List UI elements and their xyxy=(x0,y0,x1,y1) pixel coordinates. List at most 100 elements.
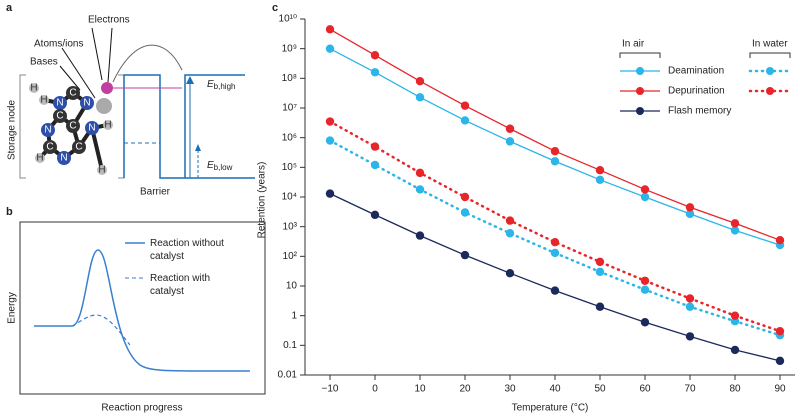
data-point xyxy=(640,192,650,202)
x-tick-label: 30 xyxy=(504,384,516,395)
data-point xyxy=(415,93,425,102)
data-point xyxy=(550,248,560,258)
legend-marker xyxy=(766,87,774,95)
arrowhead xyxy=(186,76,194,84)
y-tick-label: 10² xyxy=(283,251,298,262)
panel-b: b Energy Reaction progress Reaction with… xyxy=(6,206,266,414)
legend-label: Reaction without catalyst xyxy=(150,238,224,262)
hop-arrow xyxy=(112,44,183,83)
data-point xyxy=(640,276,650,285)
data-point xyxy=(460,208,470,217)
y-tick-label: 0.01 xyxy=(278,370,298,381)
atom-label: C xyxy=(56,111,63,122)
atom xyxy=(39,95,49,105)
data-point xyxy=(550,237,560,247)
y-tick-label: 10⁵ xyxy=(282,162,297,173)
data-point xyxy=(550,146,560,156)
atom-label: H xyxy=(40,95,47,106)
legend-marker xyxy=(636,107,644,115)
x-tick-label: 0 xyxy=(372,384,378,395)
data-point xyxy=(460,101,470,110)
arrowhead xyxy=(195,144,201,151)
data-point xyxy=(640,285,650,294)
atom-label: N xyxy=(83,98,90,109)
y-tick-label: 0.1 xyxy=(283,340,297,351)
panel-c: c Temperature (°C) Retention (years) 0.0… xyxy=(257,2,795,414)
atom xyxy=(80,96,94,110)
data-point xyxy=(775,235,785,245)
data-point xyxy=(370,68,380,77)
legend-bracket xyxy=(619,52,661,58)
data-point xyxy=(730,311,740,320)
data-point xyxy=(640,318,650,327)
data-point xyxy=(505,124,515,133)
atom-label: C xyxy=(46,142,53,153)
atom xyxy=(41,123,55,137)
line: catalyst xyxy=(150,286,184,297)
legend-bracket xyxy=(749,52,791,58)
legend-marker xyxy=(636,67,644,75)
legend-marker xyxy=(766,67,774,75)
label-barrier: Barrier xyxy=(140,187,171,198)
x-tick-label: 50 xyxy=(594,384,606,395)
x-tick-label: 10 xyxy=(414,384,426,395)
y-tick-label: 10⁶ xyxy=(282,132,297,143)
line: Reaction without xyxy=(150,238,224,249)
data-point xyxy=(370,210,380,220)
data-point xyxy=(685,302,695,311)
panel-letter: b xyxy=(6,206,13,218)
x-tick-label: 80 xyxy=(729,384,741,395)
y-tick-label: 10⁸ xyxy=(282,73,297,84)
legend-label: Depurination xyxy=(668,86,725,97)
line: catalyst xyxy=(150,251,184,262)
atom-label: C xyxy=(75,142,82,153)
legend-label: Reaction with catalyst xyxy=(150,273,210,297)
data-point xyxy=(730,345,740,355)
data-point xyxy=(460,116,470,125)
y-tick-label: 10⁷ xyxy=(282,103,297,114)
data-point xyxy=(685,203,695,212)
data-point xyxy=(775,326,785,336)
y-tick-label: 10⁹ xyxy=(282,43,297,54)
x-tick-label: 70 xyxy=(684,384,696,395)
data-point xyxy=(415,168,425,178)
y-tick-label: 10¹⁰ xyxy=(279,14,297,25)
x-tick-label: 20 xyxy=(459,384,471,395)
y-tick-label: 10⁴ xyxy=(282,192,297,203)
atom-label: N xyxy=(44,125,51,136)
panel-a: a Electrons Atoms/ions Bases Storage nod… xyxy=(6,2,255,198)
line: Reaction with xyxy=(150,273,210,284)
data-point xyxy=(685,332,695,341)
data-point xyxy=(505,269,515,278)
atom-label: C xyxy=(69,88,76,99)
legend-group: In water xyxy=(752,39,788,50)
symbol: E xyxy=(207,160,214,171)
atom xyxy=(35,153,45,163)
subscript: b,low xyxy=(214,163,233,172)
x-tick-label: −10 xyxy=(322,384,339,395)
y-axis-label: Retention (years) xyxy=(257,162,268,239)
symbol: E xyxy=(207,79,214,90)
data-point xyxy=(505,229,515,238)
atom xyxy=(97,165,107,175)
atom xyxy=(29,83,39,93)
data-point xyxy=(415,77,425,86)
atom xyxy=(72,140,86,154)
bond xyxy=(90,127,104,171)
data-point xyxy=(460,250,470,260)
atom-label: H xyxy=(104,120,111,131)
pointer xyxy=(59,47,96,99)
legend-label: Deamination xyxy=(668,66,724,77)
data-point xyxy=(595,257,605,267)
y-axis-label: Energy xyxy=(7,292,18,324)
atom xyxy=(66,86,80,100)
atom-label: C xyxy=(69,121,76,132)
label-e-high: Eb,high xyxy=(207,79,235,91)
data-point xyxy=(325,117,335,126)
atom xyxy=(43,140,57,154)
data-point xyxy=(415,231,425,240)
atom-label: N xyxy=(88,123,95,134)
label-atoms: Atoms/ions xyxy=(34,39,83,50)
